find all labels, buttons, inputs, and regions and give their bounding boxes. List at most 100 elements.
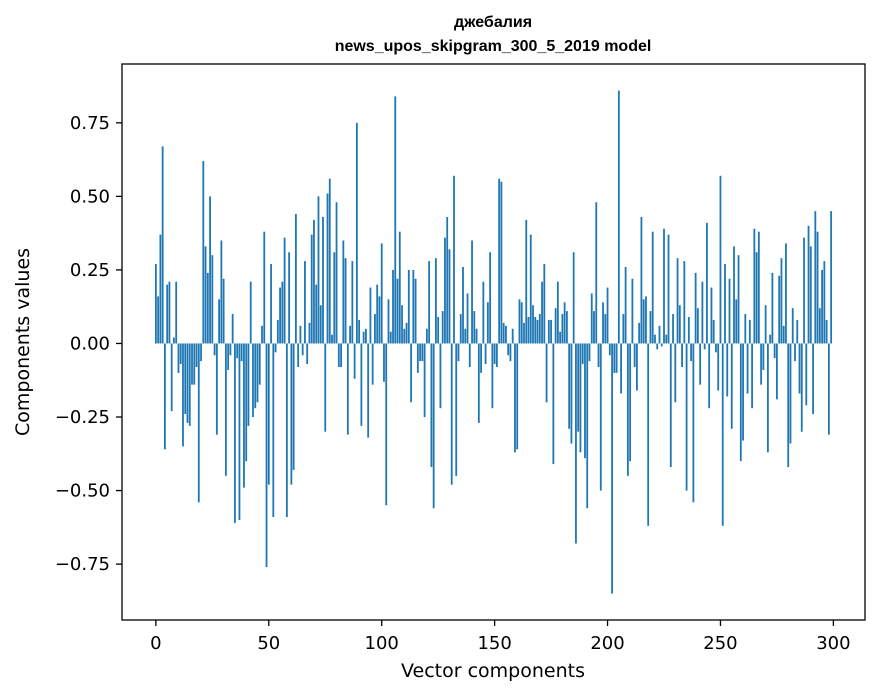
bar-38 <box>240 343 243 362</box>
bar-124 <box>435 258 437 344</box>
bar-235 <box>685 343 688 491</box>
bar-61 <box>292 343 295 470</box>
bar-159 <box>514 343 516 453</box>
bar-229 <box>672 314 674 344</box>
bar-226 <box>665 334 668 344</box>
bar-286 <box>800 343 803 432</box>
bar-114 <box>412 269 415 344</box>
bar-217 <box>645 296 647 344</box>
bar-43 <box>252 343 254 418</box>
bar-269 <box>762 343 765 370</box>
y-tick-label: 0.25 <box>70 260 110 281</box>
x-tick-label: 50 <box>257 633 280 654</box>
bar-285 <box>798 343 801 394</box>
bar-117 <box>419 343 422 362</box>
bar-190 <box>584 343 586 459</box>
bar-29 <box>220 240 223 344</box>
bar-52 <box>272 343 275 518</box>
bar-48 <box>263 231 266 344</box>
bar-176 <box>552 343 555 465</box>
bar-191 <box>586 343 589 509</box>
bar-184 <box>570 343 573 444</box>
bar-103 <box>387 299 390 344</box>
bar-215 <box>640 216 643 344</box>
bar-87 <box>351 261 354 344</box>
bar-145 <box>482 281 485 344</box>
bar-291 <box>812 343 814 415</box>
bar-198 <box>602 302 604 344</box>
bar-287 <box>803 237 805 344</box>
bar-292 <box>814 211 817 344</box>
bar-204 <box>615 343 618 373</box>
bar-294 <box>818 308 821 344</box>
bar-42 <box>249 281 252 344</box>
bar-261 <box>744 314 747 344</box>
bar-295 <box>821 269 823 344</box>
bar-260 <box>742 343 744 441</box>
bar-22 <box>204 246 207 344</box>
bar-192 <box>588 343 591 362</box>
y-axis-label: Components values <box>12 248 34 436</box>
bar-162 <box>520 302 523 344</box>
bar-242 <box>701 281 704 344</box>
bar-296 <box>823 261 826 344</box>
bar-55 <box>279 287 281 344</box>
bar-225 <box>663 228 665 344</box>
bar-289 <box>807 225 810 344</box>
bar-254 <box>728 278 731 344</box>
bar-167 <box>532 305 534 344</box>
bar-67 <box>306 343 309 365</box>
bar-64 <box>299 325 302 344</box>
bar-227 <box>667 234 670 344</box>
bar-232 <box>678 305 681 344</box>
bar-238 <box>692 343 695 503</box>
x-tick-label: 100 <box>365 633 399 654</box>
bar-110 <box>403 328 406 344</box>
bar-252 <box>724 264 726 344</box>
bar-237 <box>690 343 693 362</box>
bar-194 <box>593 311 595 344</box>
bar-26 <box>213 343 216 356</box>
bar-250 <box>719 175 722 344</box>
bar-130 <box>448 249 451 344</box>
bar-16 <box>191 343 193 385</box>
bar-181 <box>563 302 566 344</box>
bar-83 <box>342 240 345 344</box>
bar-197 <box>599 343 602 491</box>
bar-137 <box>464 328 467 344</box>
bar-35 <box>234 343 236 523</box>
bar-299 <box>830 211 833 344</box>
bar-282 <box>791 308 794 344</box>
bar-248 <box>715 343 717 353</box>
bar-134 <box>457 343 460 362</box>
bar-187 <box>577 343 580 432</box>
bar-9 <box>175 281 178 344</box>
bar-203 <box>613 343 616 373</box>
bar-142 <box>475 328 478 344</box>
bar-156 <box>507 343 510 356</box>
bar-11 <box>179 343 182 365</box>
y-tick-label: −0.75 <box>55 554 110 575</box>
bar-96 <box>371 343 374 385</box>
bar-112 <box>407 269 410 344</box>
bar-50 <box>267 343 270 485</box>
bar-128 <box>444 237 446 344</box>
bar-120 <box>425 328 428 344</box>
bar-34 <box>231 314 234 344</box>
bar-275 <box>776 343 778 400</box>
bar-258 <box>737 255 740 344</box>
x-tick-label: 200 <box>590 633 624 654</box>
bar-58 <box>285 343 288 518</box>
bar-106 <box>394 96 397 344</box>
bar-151 <box>495 343 498 367</box>
bar-104 <box>389 331 392 344</box>
bar-57 <box>283 237 286 344</box>
bar-62 <box>294 214 297 344</box>
bar-141 <box>473 311 476 344</box>
bar-143 <box>477 343 480 423</box>
bar-185 <box>572 252 575 344</box>
y-tick-label: 0.75 <box>70 113 110 134</box>
bar-257 <box>735 299 738 344</box>
bar-63 <box>297 343 300 367</box>
bar-70 <box>313 219 315 344</box>
